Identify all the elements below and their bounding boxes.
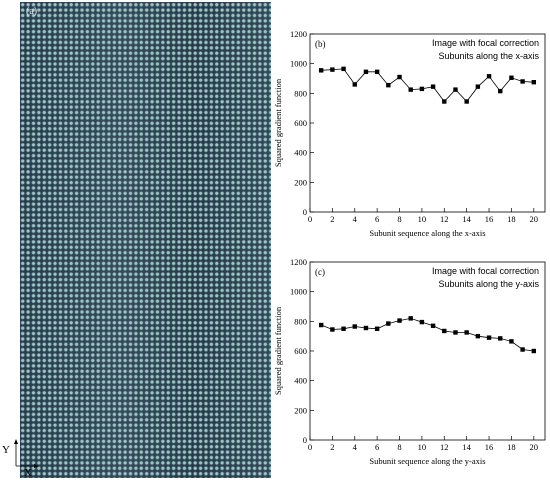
x-tick-label: 10	[418, 442, 427, 452]
x-tick-label: 2	[330, 442, 334, 452]
x-arrow-head	[34, 464, 39, 468]
data-point	[442, 99, 447, 104]
x-tick-label: 16	[485, 214, 494, 224]
x-tick-label: 0	[308, 442, 312, 452]
x-tick-label: 16	[485, 442, 494, 452]
x-tick-label: 18	[507, 442, 516, 452]
x-tick-label: 6	[375, 214, 379, 224]
y-tick-label: 800	[294, 88, 307, 98]
data-point	[509, 339, 514, 344]
data-point	[520, 347, 525, 352]
panel-label: (c)	[315, 267, 325, 277]
data-point	[453, 330, 458, 335]
x-tick-label: 4	[353, 214, 358, 224]
x-tick-label: 8	[397, 442, 401, 452]
panel-label-a: (a)	[26, 6, 38, 17]
x-tick-label: 20	[530, 214, 539, 224]
data-point	[453, 87, 458, 92]
y-tick-label: 400	[294, 376, 307, 386]
y-tick-label: 1000	[290, 287, 307, 297]
data-point	[363, 325, 369, 331]
series-line	[321, 317, 534, 352]
data-point	[397, 318, 402, 323]
data-point	[330, 67, 335, 72]
y-tick-label: 1200	[290, 29, 307, 39]
chart-c-y-axis-subunits: 0 200 400 600 800 1000 1200 0 2 4 6 8 10 12 14 16 18 20 Su…	[273, 257, 546, 466]
data-point	[374, 69, 380, 75]
y-tick-label: 0	[303, 435, 307, 445]
legend-line: Image with focal correction	[432, 38, 539, 48]
legend-line: Image with focal correction	[432, 266, 539, 276]
y-tick-label: 1200	[290, 257, 307, 267]
data-point	[531, 80, 537, 85]
data-point	[464, 330, 469, 335]
data-point	[498, 88, 503, 94]
y-arrow-head	[14, 439, 18, 444]
data-point	[374, 326, 380, 331]
data-point	[430, 323, 436, 328]
data-point	[509, 75, 514, 80]
x-tick-label: 10	[418, 214, 427, 224]
xy-axes-indicator: Y X	[2, 439, 39, 476]
x-tick-label: 6	[375, 442, 379, 452]
data-point	[520, 79, 525, 84]
y-tick-label: 200	[294, 177, 307, 187]
data-point	[408, 87, 413, 92]
data-point	[397, 74, 402, 80]
x-tick-label: 2	[330, 214, 334, 224]
data-point	[464, 99, 469, 104]
data-point	[318, 322, 324, 328]
y-tick-label: 1000	[290, 59, 307, 69]
axis-label-y: Y	[2, 444, 10, 456]
data-point	[498, 336, 503, 341]
y-axis-title: Squared gradient function	[273, 78, 283, 167]
x-tick-label: 18	[507, 214, 516, 224]
micrograph-image: (a)	[20, 2, 271, 478]
data-point	[363, 69, 369, 75]
x-axis-title: Subunit sequence along the x-axis	[369, 228, 485, 238]
x-tick-label: 14	[462, 214, 471, 224]
x-tick-label: 4	[353, 442, 358, 452]
data-point	[475, 333, 481, 339]
x-tick-label: 0	[308, 214, 312, 224]
data-point	[330, 327, 335, 332]
panel-label: (b)	[315, 39, 326, 49]
y-tick-label: 0	[303, 207, 307, 217]
x-tick-label: 12	[440, 442, 449, 452]
y-tick-label: 600	[294, 118, 307, 128]
axis-label-x: X	[24, 467, 32, 476]
data-point	[486, 335, 492, 340]
data-point	[352, 82, 357, 87]
x-tick-label: 8	[397, 214, 401, 224]
chart-b-x-axis-subunits: 0 200 400 600 800 1000 1200 0 2 4 6 8 10 12 14 16 18 20 Su…	[273, 29, 546, 238]
data-point	[430, 84, 436, 89]
data-point	[386, 321, 391, 326]
x-tick-label: 14	[462, 442, 471, 452]
y-tick-label: 800	[294, 316, 307, 326]
y-tick-label: 200	[294, 405, 307, 415]
y-tick-label: 400	[294, 148, 307, 158]
data-point	[531, 348, 537, 354]
x-tick-label: 20	[530, 442, 539, 452]
y-axis-title: Squared gradient function	[273, 306, 283, 395]
data-point	[419, 319, 425, 325]
legend-line: Subunits along the x-axis	[438, 51, 539, 61]
data-point	[408, 316, 413, 321]
data-point	[318, 68, 324, 73]
data-point	[419, 86, 425, 92]
data-point	[486, 74, 492, 79]
data-point	[442, 328, 447, 334]
data-point	[475, 84, 481, 89]
data-point	[341, 326, 346, 331]
legend-line: Subunits along the y-axis	[438, 279, 539, 289]
data-point	[386, 82, 391, 88]
x-tick-label: 12	[440, 214, 449, 224]
x-axis-title: Subunit sequence along the y-axis	[369, 456, 485, 466]
data-point	[352, 324, 357, 329]
data-point	[341, 66, 346, 72]
y-tick-label: 600	[294, 346, 307, 356]
